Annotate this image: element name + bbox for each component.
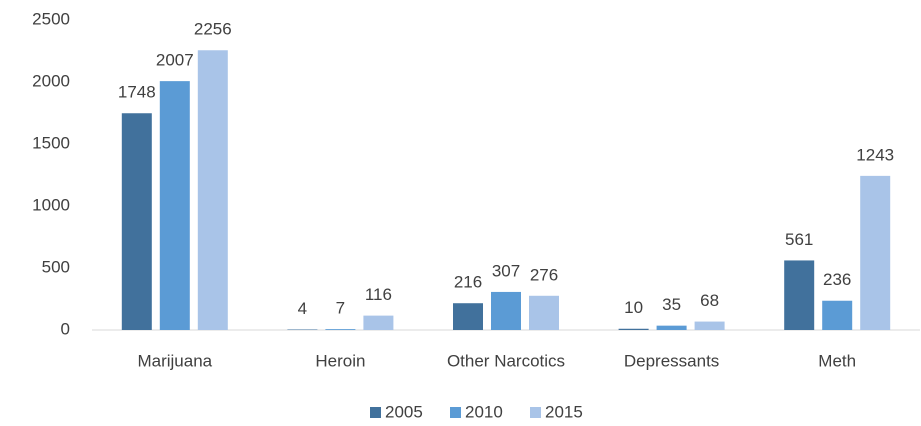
y-tick-label: 0 — [61, 319, 70, 338]
x-tick-label: Meth — [818, 351, 856, 370]
bar — [159, 81, 190, 330]
y-tick-label: 2000 — [32, 71, 70, 90]
y-tick-label: 1000 — [32, 195, 70, 214]
y-tick-label: 2500 — [32, 9, 70, 28]
data-label: 307 — [492, 261, 520, 280]
data-label: 35 — [662, 295, 681, 314]
x-tick-label: Marijuana — [137, 351, 212, 370]
bar — [656, 325, 687, 330]
data-label: 2007 — [156, 51, 194, 70]
data-label: 1243 — [856, 145, 894, 164]
data-label: 10 — [624, 298, 643, 317]
legend-label: 2010 — [465, 402, 503, 421]
y-tick-label: 1500 — [32, 133, 70, 152]
data-label: 561 — [785, 230, 813, 249]
bar — [822, 300, 853, 330]
bar — [694, 321, 725, 330]
x-tick-label: Depressants — [624, 351, 719, 370]
bar — [197, 50, 228, 330]
legend-swatch — [450, 407, 461, 418]
data-label: 68 — [700, 291, 719, 310]
bar — [860, 175, 891, 330]
data-label: 7 — [336, 299, 345, 318]
bar — [491, 291, 521, 330]
bar — [529, 295, 559, 330]
data-label: 236 — [823, 270, 851, 289]
data-label: 116 — [365, 285, 392, 304]
legend-swatch — [370, 407, 381, 418]
bar — [363, 315, 394, 330]
legend-label: 2005 — [385, 402, 423, 421]
x-tick-label: Heroin — [315, 351, 365, 370]
data-label: 216 — [454, 273, 482, 292]
bar — [121, 113, 152, 330]
data-label: 4 — [298, 299, 307, 318]
y-tick-label: 500 — [42, 257, 70, 276]
legend-swatch — [530, 407, 541, 418]
bar — [618, 328, 649, 330]
bar — [453, 303, 483, 330]
data-label: 2256 — [194, 20, 232, 39]
data-label: 1748 — [118, 83, 156, 102]
data-label: 276 — [530, 265, 558, 284]
bar — [784, 260, 815, 330]
bar — [325, 329, 356, 330]
x-tick-label: Other Narcotics — [447, 351, 565, 370]
legend-label: 2015 — [545, 402, 583, 421]
